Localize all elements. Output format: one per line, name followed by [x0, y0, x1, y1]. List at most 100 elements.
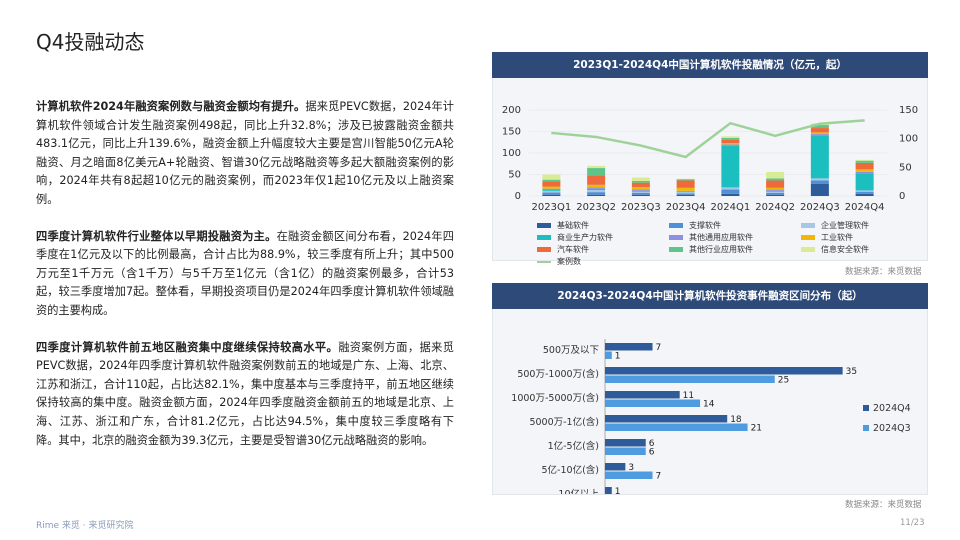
chart1-ytick-left: 50 — [508, 170, 521, 181]
chart1-line-case-count — [551, 119, 865, 159]
paragraph-2-lead: 四季度计算机软件行业整体以早期投融资为主。 — [36, 229, 277, 243]
chart2-data-label: 7 — [656, 343, 662, 353]
chart1-bar-2-1 — [587, 189, 606, 193]
chart1-panel: 2023Q1-2024Q4中国计算机软件投融情况（亿元，起） 0 50 100 150… — [492, 52, 928, 266]
chart1-legend-item: 基础软件 — [537, 220, 589, 231]
chart1-xtick: 2023Q4 — [665, 202, 706, 213]
chart1-legend-label: 案例数 — [557, 257, 581, 266]
chart1-bar-6-5 — [766, 180, 785, 188]
chart1-bar-4-3 — [676, 190, 695, 192]
paragraph-1: 计算机软件2024年融资案例数与融资金额均有提升。据来觅PEVC数据，2024年… — [36, 98, 454, 210]
chart1-bar-2-7 — [855, 190, 874, 192]
chart1-bar-0-0 — [542, 194, 561, 196]
chart2-bar-1-0 — [605, 351, 612, 359]
paragraph-3-lead: 四季度计算机软件前五地区融资集中度继续保持较高水平。 — [36, 340, 339, 354]
chart1-legend-item: 其他行业应用软件 — [669, 244, 753, 255]
chart1-ytick-right: 0 — [899, 191, 905, 200]
chart1-legend-item: 企业管理软件 — [801, 220, 869, 231]
chart1-ytick-left: 100 — [502, 148, 521, 159]
chart1-bar-2-3 — [676, 192, 695, 194]
chart2-bar-0-6 — [605, 487, 612, 494]
chart1-legend-label: 基础软件 — [557, 221, 589, 230]
chart1-bar-7-3 — [676, 179, 695, 181]
chart1-bar-8-2 — [631, 177, 650, 181]
chart1-bar-3-5 — [766, 190, 785, 192]
chart1-bar-1-5 — [766, 192, 785, 195]
footer-logo: Rime 来觅 · 来觅研究院 — [36, 521, 134, 531]
chart1-legend-label: 其他通用应用软件 — [689, 233, 753, 242]
chart2-bar-1-5 — [605, 471, 653, 479]
chart1-bar-0-3 — [676, 194, 695, 196]
chart1-xtick: 2023Q3 — [621, 202, 661, 213]
chart1-legend-swatch — [537, 247, 551, 252]
chart1-legend-swatch — [537, 223, 551, 228]
chart2-legend-swatch — [863, 425, 869, 431]
chart1-bar-6-3 — [676, 180, 695, 188]
chart2-category-label: 1000万-5000万(含) — [511, 392, 599, 404]
chart1-bar-5-2 — [631, 186, 650, 190]
chart1-legend-swatch — [669, 247, 683, 252]
chart1-legend-item: 工业软件 — [801, 232, 853, 243]
chart2-category-label: 10亿以上 — [558, 488, 599, 494]
chart2-title: 2024Q3-2024Q4中国计算机软件投资事件融资区间分布（起） — [492, 283, 928, 309]
chart2-bar-1-4 — [605, 447, 646, 455]
chart2-data-label: 35 — [846, 367, 857, 377]
chart2-bar-0-3 — [605, 415, 728, 423]
chart2-bar-0-4 — [605, 439, 646, 447]
chart2-legend-swatch — [863, 405, 869, 411]
chart1-bar-8-4 — [721, 136, 740, 138]
chart1-bar-0-2 — [631, 194, 650, 196]
chart1-bar-2-0 — [542, 190, 561, 193]
chart1-ytick-right: 100 — [899, 134, 918, 145]
chart2-data-label: 18 — [730, 415, 742, 425]
chart2-data-label: 1 — [615, 487, 621, 494]
chart1-xtick: 2023Q2 — [576, 202, 616, 213]
chart1-legend-label: 汽车软件 — [557, 245, 589, 254]
chart1-svg: 0 50 100 150 200 0 50 100 150 — [502, 105, 918, 200]
chart1-bar-1-3 — [676, 193, 695, 195]
chart1-bar-6-6 — [810, 128, 829, 133]
chart1-bar-1-0 — [542, 192, 561, 195]
chart1-legend-item: 信息安全软件 — [801, 244, 869, 255]
chart1-bar-7-1 — [587, 168, 606, 176]
chart1-bar-8-5 — [766, 171, 785, 179]
chart2-box: 500万及以下 7 1 500万-1000万(含) 35 25 1000万-5000万(含)… — [492, 309, 928, 495]
chart1-legend-label: 支撑软件 — [689, 221, 721, 230]
chart1-legend-swatch — [801, 235, 815, 240]
chart1-bar-0-7 — [855, 193, 874, 196]
chart1-bar-3-0 — [542, 189, 561, 191]
chart2-data-label: 7 — [656, 472, 662, 482]
chart2-legend-label: 2024Q3 — [873, 423, 911, 434]
chart1-bar-1-1 — [587, 192, 606, 195]
chart1-bar-4-2 — [631, 189, 650, 191]
chart1-bar-4-4 — [721, 144, 740, 146]
paragraph-2: 四季度计算机软件行业整体以早期投融资为主。在融资金额区间分布看，2024年四季度… — [36, 228, 454, 321]
chart1-bar-3-2 — [631, 190, 650, 192]
chart1-bar-5-5 — [766, 187, 785, 190]
chart2-category-label: 5000万-1亿(含) — [529, 416, 599, 428]
chart2-bar-0-2 — [605, 391, 680, 399]
chart1-legend-item: 其他通用应用软件 — [669, 232, 753, 243]
chart1-legend-item: 商业生产力软件 — [537, 232, 613, 243]
chart1-bar-2-5 — [766, 191, 785, 193]
chart1-bar-4-0 — [542, 188, 561, 190]
chart1-bar-2-4 — [721, 187, 740, 190]
chart1-xtick: 2024Q2 — [755, 202, 795, 213]
chart2-data-label: 6 — [649, 448, 655, 458]
chart2-data-label: 21 — [751, 424, 762, 434]
chart1-bar-7-0 — [542, 179, 561, 182]
chart1-bar-3-4 — [721, 145, 740, 188]
chart1-xtick: 2023Q1 — [531, 202, 572, 213]
chart1-bar-8-0 — [542, 174, 561, 180]
chart1-ytick-left: 0 — [515, 191, 521, 200]
chart1-bar-5-7 — [855, 169, 874, 172]
chart1-bar-7-2 — [631, 180, 650, 183]
chart1-bar-3-1 — [587, 188, 606, 190]
chart2-category-label: 500万-1000万(含) — [517, 368, 599, 380]
chart2-bar-0-0 — [605, 343, 653, 351]
chart1-legend-swatch — [537, 260, 551, 263]
paragraph-3-body: 融资案例方面，据来觅PEVC数据，2024年四季度计算机软件融资案例数前五的地域… — [36, 340, 454, 447]
chart2-category-label: 1亿-5亿(含) — [548, 440, 599, 452]
chart1-legend-label: 信息安全软件 — [821, 245, 869, 254]
chart2-data-label: 25 — [778, 376, 789, 386]
